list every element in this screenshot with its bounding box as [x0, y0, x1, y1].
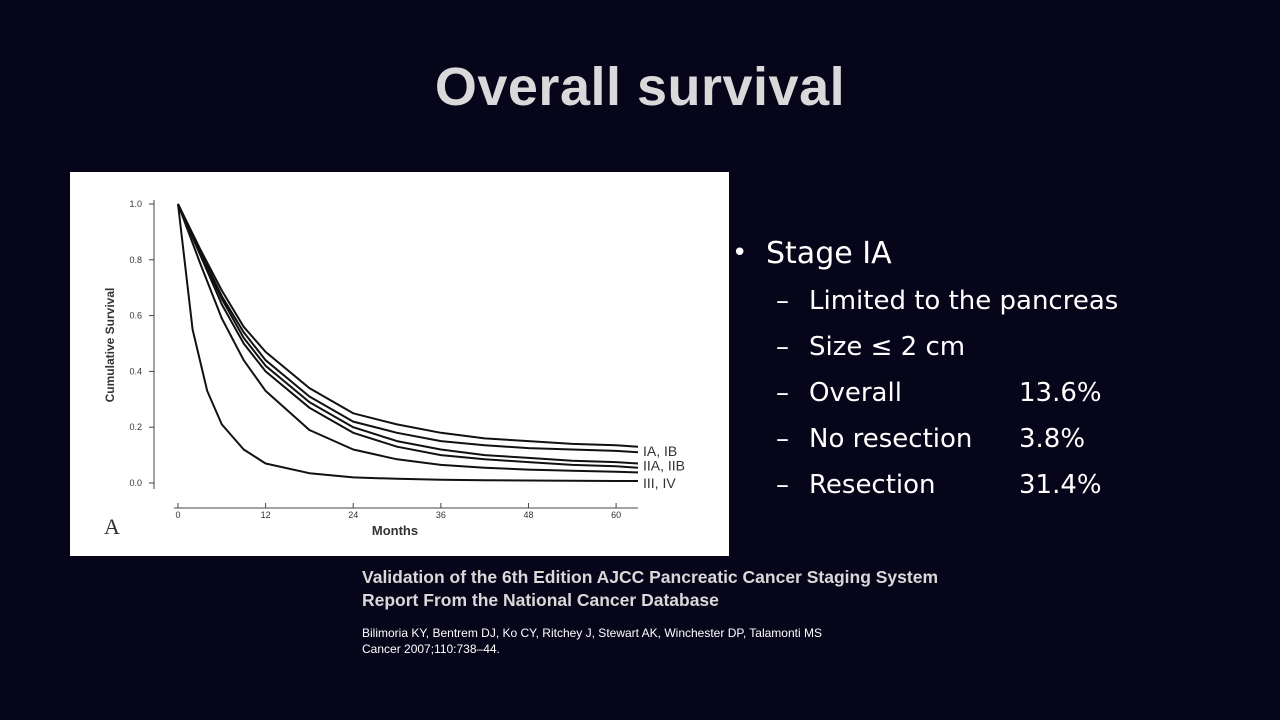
curve-group-label-1: IA, IB	[643, 443, 677, 459]
survival-curve-5	[177, 203, 639, 474]
survival-curve-3	[177, 203, 639, 465]
sub-item-label: Overall	[809, 378, 902, 408]
citation-journal: Cancer 2007;110:738–44.	[362, 642, 500, 656]
sub-item-size: – Size ≤ 2 cm	[776, 324, 1252, 370]
citation-authors: Bilimoria KY, Bentrem DJ, Ko CY, Ritchey…	[362, 626, 822, 640]
sub-item-value: 3.8%	[1019, 424, 1086, 454]
survival-curve-2	[177, 203, 639, 454]
bullet-dot-icon: •	[732, 238, 748, 268]
sub-item-label: Size ≤ 2 cm	[809, 332, 966, 362]
bullet-list: • Stage IA – Limited to the pancreas – S…	[732, 232, 1252, 508]
x-tick-label: 12	[261, 510, 271, 520]
sub-item-label: Limited to the pancreas	[809, 286, 1119, 316]
sub-item-overall: – Overall 13.6%	[776, 370, 1252, 416]
survival-curve-1	[177, 203, 639, 448]
y-tick-label: 0.4	[129, 366, 142, 376]
y-tick-label: 0.0	[129, 478, 142, 488]
y-tick-label: 0.2	[129, 422, 142, 432]
dash-icon: –	[776, 424, 789, 454]
sub-item-resection: – Resection 31.4%	[776, 462, 1252, 508]
y-tick-label: 1.0	[129, 199, 142, 209]
chart-lines	[177, 203, 639, 482]
survival-curve-6	[177, 203, 638, 482]
citation-title-line1: Validation of the 6th Edition AJCC Pancr…	[362, 567, 939, 587]
dash-icon: –	[776, 332, 789, 362]
sub-item-no-resection: – No resection 3.8%	[776, 416, 1252, 462]
sub-item-limited: – Limited to the pancreas	[776, 278, 1252, 324]
x-tick-label: 60	[611, 510, 621, 520]
survival-chart-panel: 0.0 0.2 0.4 0.6 0.8 1.0 0 12 24 36 48 60 Cumulative …	[70, 172, 729, 556]
x-tick-label: 48	[523, 510, 533, 520]
bullet-main: • Stage IA	[732, 232, 1252, 274]
panel-label: A	[104, 514, 120, 539]
survival-curve-4	[177, 203, 639, 469]
dash-icon: –	[776, 378, 789, 408]
survival-chart: 0.0 0.2 0.4 0.6 0.8 1.0 0 12 24 36 48 60 Cumulative …	[103, 199, 685, 539]
dash-icon: –	[776, 286, 789, 316]
x-axis-title: Months	[372, 523, 418, 538]
x-tick-label: 0	[175, 510, 180, 520]
sub-item-value: 31.4%	[1019, 470, 1102, 500]
curve-group-label-2: IIA, IIB	[643, 457, 685, 473]
sub-item-value: 13.6%	[1019, 378, 1102, 408]
y-axis-title: Cumulative Survival	[103, 288, 117, 403]
x-tick-label: 36	[436, 510, 446, 520]
y-tick-label: 0.8	[129, 255, 142, 265]
y-tick-label: 0.6	[129, 311, 142, 321]
curve-group-label-3: III, IV	[643, 475, 676, 491]
chart-axes: 0.0 0.2 0.4 0.6 0.8 1.0 0 12 24 36 48 60 Cumulative …	[103, 199, 638, 539]
sub-item-label: No resection	[809, 424, 973, 454]
bullet-main-label: Stage IA	[766, 235, 892, 271]
x-tick-label: 24	[348, 510, 358, 520]
dash-icon: –	[776, 470, 789, 500]
citation-title-line2: Report From the National Cancer Database	[362, 590, 719, 610]
slide-title: Overall survival	[434, 57, 846, 117]
citation: Validation of the 6th Edition AJCC Pancr…	[362, 566, 938, 657]
sub-item-label: Resection	[809, 470, 936, 500]
